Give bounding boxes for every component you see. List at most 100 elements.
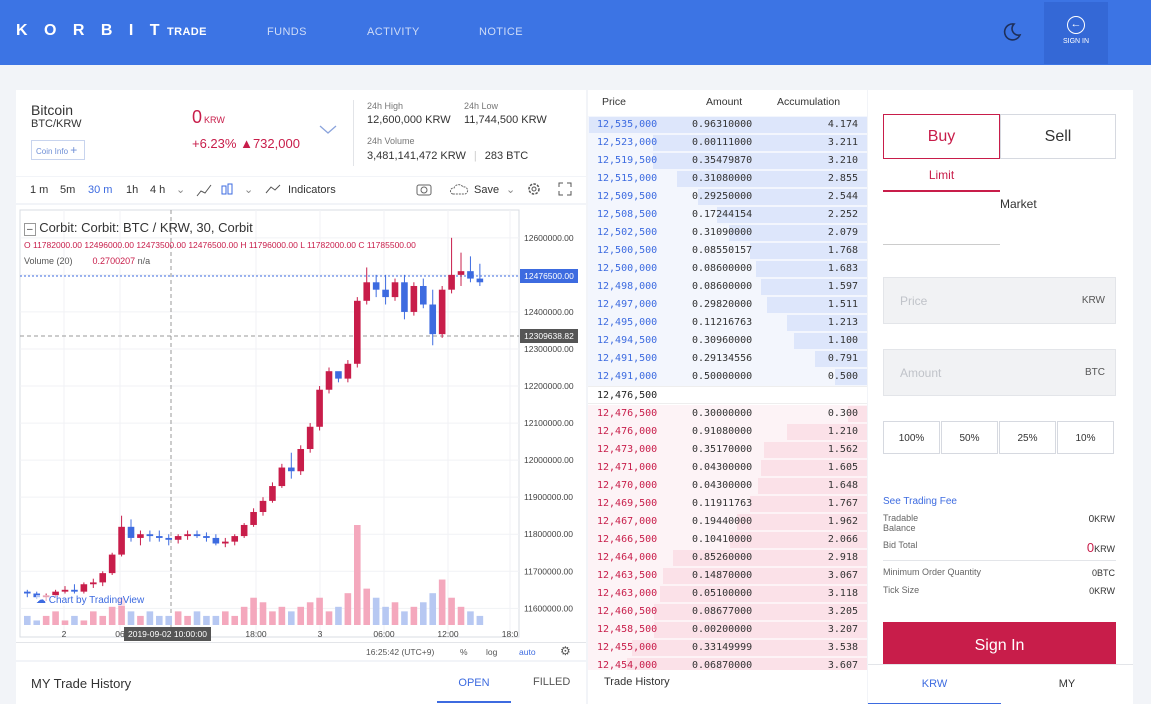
order-price: 12,495,000 <box>597 317 658 328</box>
chevron-down-icon[interactable] <box>318 124 338 136</box>
y-tick-label: 12400000.00 <box>524 307 574 317</box>
percent-toggle[interactable]: % <box>460 647 468 657</box>
ask-row[interactable]: 12,523,000 0.00111000 3.211 <box>588 134 867 152</box>
depth-bar <box>749 243 867 259</box>
nav-activity[interactable]: ACTIVITY <box>367 26 420 38</box>
trading-fee-link[interactable]: See Trading Fee <box>883 496 957 507</box>
tab-filled[interactable]: FILLED <box>533 676 571 688</box>
tradingview-watermark[interactable]: ☁ Chart by TradingView <box>36 595 145 606</box>
order-amount: 0.91080000 <box>692 426 753 437</box>
nav-funds[interactable]: FUNDS <box>267 26 307 38</box>
interval-dropdown-icon[interactable]: ⌄ <box>176 184 186 196</box>
ask-row[interactable]: 12,500,000 0.08600000 1.683 <box>588 260 867 278</box>
ask-row[interactable]: 12,494,500 0.30960000 1.100 <box>588 332 867 350</box>
y-tick-label: 11600000.00 <box>524 603 573 613</box>
bid-row[interactable]: 12,458,500 0.00200000 3.207 <box>588 621 867 639</box>
ask-row[interactable]: 12,515,000 0.31080000 2.855 <box>588 170 867 188</box>
order-amount: 0.04300000 <box>692 480 753 491</box>
bid-row[interactable]: 12,471,000 0.04300000 1.605 <box>588 459 867 477</box>
cloud-icon[interactable] <box>449 182 469 196</box>
save-dropdown-icon[interactable]: ⌄ <box>506 184 516 196</box>
nav-notice[interactable]: NOTICE <box>479 26 523 38</box>
ask-row[interactable]: 12,519,500 0.35479870 3.210 <box>588 152 867 170</box>
ask-row[interactable]: 12,491,500 0.29134556 0.791 <box>588 350 867 368</box>
nav-trade[interactable]: TRADE <box>167 26 207 38</box>
order-amount: 0.50000000 <box>692 371 753 382</box>
interval-30m[interactable]: 30 m <box>88 184 113 196</box>
chart-type-dropdown-icon[interactable]: ⌄ <box>244 184 254 196</box>
bar-style-icon[interactable] <box>196 183 212 197</box>
bid-row[interactable]: 12,463,500 0.14870000 3.067 <box>588 567 867 585</box>
candle-body <box>90 582 97 585</box>
dark-mode-moon-icon[interactable] <box>1002 22 1022 42</box>
chart-settings-gear-icon[interactable]: ⚙ <box>560 644 571 658</box>
bid-row[interactable]: 12,464,000 0.85260000 2.918 <box>588 549 867 567</box>
candle-style-icon[interactable] <box>220 182 234 198</box>
buy-tab[interactable]: Buy <box>883 114 1000 159</box>
volume-bar <box>24 615 31 625</box>
volume-bar <box>316 597 323 625</box>
pct-10-button[interactable]: 10% <box>1057 421 1114 454</box>
price-input[interactable]: Price KRW <box>883 277 1116 324</box>
interval-1h[interactable]: 1h <box>126 184 139 196</box>
camera-icon[interactable] <box>416 182 432 196</box>
bid-row[interactable]: 12,463,000 0.05100000 3.118 <box>588 585 867 603</box>
bid-row[interactable]: 12,467,000 0.19440000 1.962 <box>588 513 867 531</box>
ask-row[interactable]: 12,500,500 0.08550157 1.768 <box>588 242 867 260</box>
coin-info-button[interactable]: Coin Info + <box>31 140 85 160</box>
bid-row[interactable]: 12,466,500 0.10410000 2.066 <box>588 531 867 549</box>
order-accumulation: 0.300 <box>827 408 858 419</box>
pct-50-button[interactable]: 50% <box>941 421 998 454</box>
amount-input[interactable]: Amount BTC <box>883 349 1116 396</box>
order-accumulation: 3.607 <box>827 660 858 670</box>
pct-25-button[interactable]: 25% <box>999 421 1056 454</box>
tradable-unit: KRW <box>1094 514 1115 524</box>
bid-row[interactable]: 12,470,000 0.04300000 1.648 <box>588 477 867 495</box>
bid-row[interactable]: 12,476,500 0.30000000 0.300 <box>588 405 867 423</box>
ask-row[interactable]: 12,535,000 0.96310000 4.174 <box>588 116 867 134</box>
order-price: 12,508,500 <box>597 209 658 220</box>
gear-icon[interactable] <box>526 181 542 197</box>
save-button[interactable]: Save <box>474 184 500 196</box>
limit-tab[interactable]: Limit <box>883 168 1000 192</box>
candle-body <box>250 511 257 525</box>
interval-5m[interactable]: 5m <box>60 184 76 196</box>
candle-body <box>316 389 323 427</box>
tab-my[interactable]: MY <box>1058 678 1076 690</box>
signin-button[interactable]: Sign In <box>883 622 1116 670</box>
interval-4h[interactable]: 4 h <box>150 184 166 196</box>
auto-toggle[interactable]: auto <box>519 647 536 657</box>
ask-row[interactable]: 12,509,500 0.29250000 2.544 <box>588 188 867 206</box>
bid-row[interactable]: 12,469,500 0.11911763 1.767 <box>588 495 867 513</box>
tab-krw[interactable]: KRW <box>868 665 1001 704</box>
bid-row[interactable]: 12,473,000 0.35170000 1.562 <box>588 441 867 459</box>
ask-row[interactable]: 12,491,000 0.50000000 0.500 <box>588 368 867 386</box>
ask-row[interactable]: 12,495,000 0.11216763 1.213 <box>588 314 867 332</box>
interval-1m[interactable]: 1 m <box>30 184 49 196</box>
volume-bar <box>306 602 314 625</box>
log-toggle[interactable]: log <box>486 647 498 657</box>
market-tab[interactable]: Market <box>1000 197 1037 211</box>
ask-row[interactable]: 12,502,500 0.31090000 2.079 <box>588 224 867 242</box>
candle-body <box>457 271 465 275</box>
bid-row[interactable]: 12,454,000 0.06870000 3.607 <box>588 657 867 670</box>
korbit-logo[interactable]: K O R B I T <box>16 22 166 39</box>
sell-tab[interactable]: Sell <box>1000 114 1116 159</box>
candle-body <box>203 536 210 538</box>
candlestick-chart[interactable]: 12600000.0012500000.0012400000.001230000… <box>16 205 586 660</box>
collapse-icon[interactable]: – <box>24 223 36 236</box>
order-amount: 0.29134556 <box>692 353 753 364</box>
ask-row[interactable]: 12,508,500 0.17244154 2.252 <box>588 206 867 224</box>
indicators-icon[interactable] <box>265 184 281 194</box>
fullscreen-icon[interactable] <box>558 182 572 196</box>
bid-row[interactable]: 12,455,000 0.33149999 3.538 <box>588 639 867 657</box>
ask-row[interactable]: 12,497,000 0.29820000 1.511 <box>588 296 867 314</box>
indicators-button[interactable]: Indicators <box>288 184 336 196</box>
bid-row[interactable]: 12,460,500 0.08677000 3.205 <box>588 603 867 621</box>
volume-bar <box>90 611 97 625</box>
pct-100-button[interactable]: 100% <box>883 421 940 454</box>
nav-signin-button[interactable]: ← SIGN IN <box>1044 2 1108 64</box>
tab-open[interactable]: OPEN <box>437 662 511 703</box>
bid-row[interactable]: 12,476,000 0.91080000 1.210 <box>588 423 867 441</box>
ask-row[interactable]: 12,498,000 0.08600000 1.597 <box>588 278 867 296</box>
